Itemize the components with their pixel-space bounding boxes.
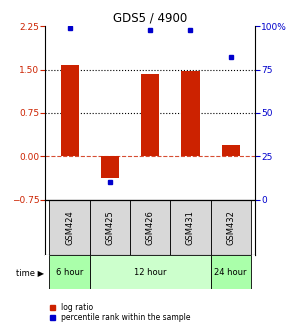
Bar	[222, 145, 240, 156]
Bar	[181, 71, 200, 156]
Bar	[50, 255, 90, 289]
Title: GDS5 / 4900: GDS5 / 4900	[113, 12, 187, 25]
Text: time ▶: time ▶	[16, 268, 45, 277]
Text: GSM432: GSM432	[226, 210, 235, 245]
Bar	[61, 65, 79, 156]
Text: 6 hour: 6 hour	[56, 268, 83, 277]
Text: GSM426: GSM426	[146, 210, 155, 245]
Text: GSM431: GSM431	[186, 210, 195, 245]
Bar	[90, 200, 130, 255]
Bar	[90, 255, 211, 289]
Text: GSM425: GSM425	[105, 210, 114, 245]
Text: 12 hour: 12 hour	[134, 268, 166, 277]
Legend: log ratio, percentile rank within the sample: log ratio, percentile rank within the sa…	[49, 302, 192, 323]
Bar	[170, 200, 211, 255]
Bar	[141, 74, 159, 156]
Bar	[130, 200, 170, 255]
Bar	[211, 200, 251, 255]
Bar	[50, 200, 90, 255]
Text: 24 hour: 24 hour	[214, 268, 247, 277]
Bar	[211, 255, 251, 289]
Bar	[101, 156, 119, 178]
Text: GSM424: GSM424	[65, 210, 74, 245]
